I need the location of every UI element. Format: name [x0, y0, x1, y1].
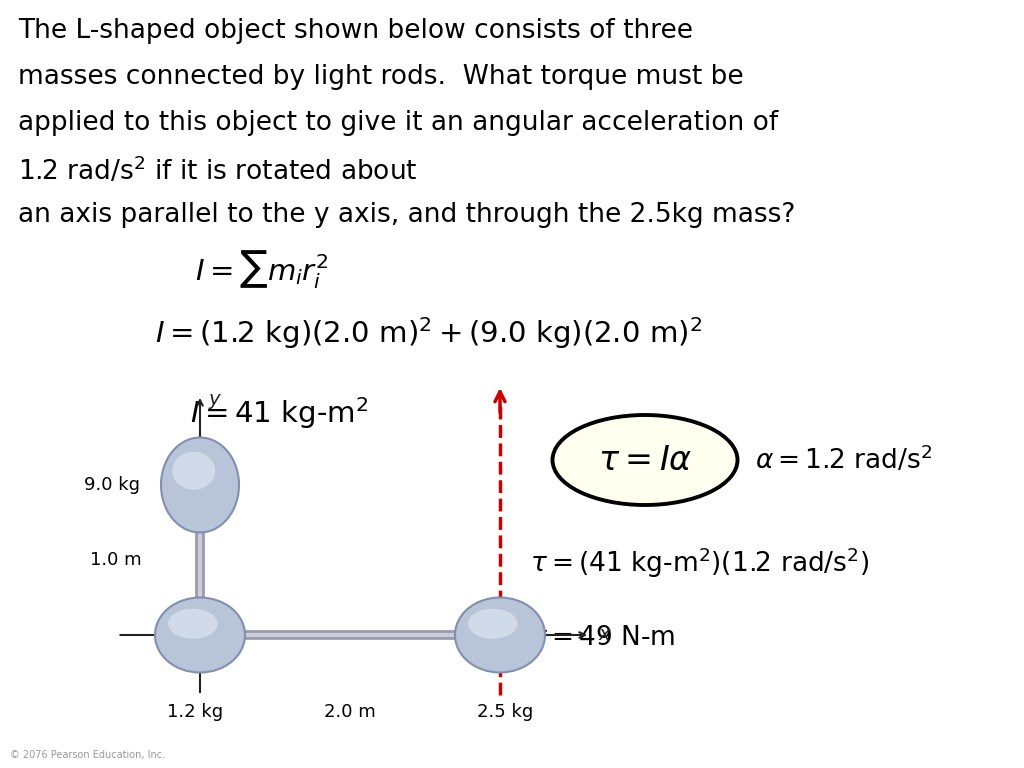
Text: applied to this object to give it an angular acceleration of: applied to this object to give it an ang… — [18, 110, 778, 136]
Text: 2.5 kg: 2.5 kg — [477, 703, 534, 721]
Text: $I = (1.2\ \mathrm{kg})(2.0\ \mathrm{m})^2 + (9.0\ \mathrm{kg})(2.0\ \mathrm{m}): $I = (1.2\ \mathrm{kg})(2.0\ \mathrm{m})… — [155, 315, 702, 351]
Text: 1.2 kg: 1.2 kg — [167, 703, 223, 721]
Text: 9.0 kg: 9.0 kg — [84, 476, 140, 494]
Text: $I = \sum m_i r_i^2$: $I = \sum m_i r_i^2$ — [195, 248, 328, 290]
Text: 1.2 rad/s$^2$ if it is rotated about: 1.2 rad/s$^2$ if it is rotated about — [18, 156, 418, 187]
Text: $x$: $x$ — [597, 625, 611, 644]
Text: $I = 41\ \mathrm{kg{\text{-}}m}^2$: $I = 41\ \mathrm{kg{\text{-}}m}^2$ — [190, 395, 369, 431]
Text: an axis parallel to the y axis, and through the 2.5kg mass?: an axis parallel to the y axis, and thro… — [18, 202, 796, 228]
Text: $\alpha = 1.2\ \mathrm{rad/s}^2$: $\alpha = 1.2\ \mathrm{rad/s}^2$ — [755, 445, 933, 475]
Text: 2.0 m: 2.0 m — [325, 703, 376, 721]
Text: $\tau = I\alpha$: $\tau = I\alpha$ — [598, 443, 692, 476]
Ellipse shape — [155, 598, 245, 673]
Text: $\tau = 49\ \mathrm{N{\text{-}}m}$: $\tau = 49\ \mathrm{N{\text{-}}m}$ — [530, 625, 675, 651]
Ellipse shape — [553, 415, 737, 505]
Text: The L-shaped object shown below consists of three: The L-shaped object shown below consists… — [18, 18, 693, 44]
Text: $\tau = (41\ \mathrm{kg{\text{-}}m}^2)(1.2\ \mathrm{rad/s}^2)$: $\tau = (41\ \mathrm{kg{\text{-}}m}^2)(1… — [530, 545, 869, 580]
Ellipse shape — [455, 598, 545, 673]
Ellipse shape — [172, 452, 215, 490]
Ellipse shape — [168, 609, 217, 639]
Ellipse shape — [468, 609, 517, 639]
Ellipse shape — [161, 438, 239, 532]
Text: masses connected by light rods.  What torque must be: masses connected by light rods. What tor… — [18, 64, 743, 90]
Text: $y$: $y$ — [208, 392, 222, 411]
Text: 1.0 m: 1.0 m — [90, 551, 142, 569]
Text: © 2076 Pearson Education, Inc.: © 2076 Pearson Education, Inc. — [10, 750, 165, 760]
